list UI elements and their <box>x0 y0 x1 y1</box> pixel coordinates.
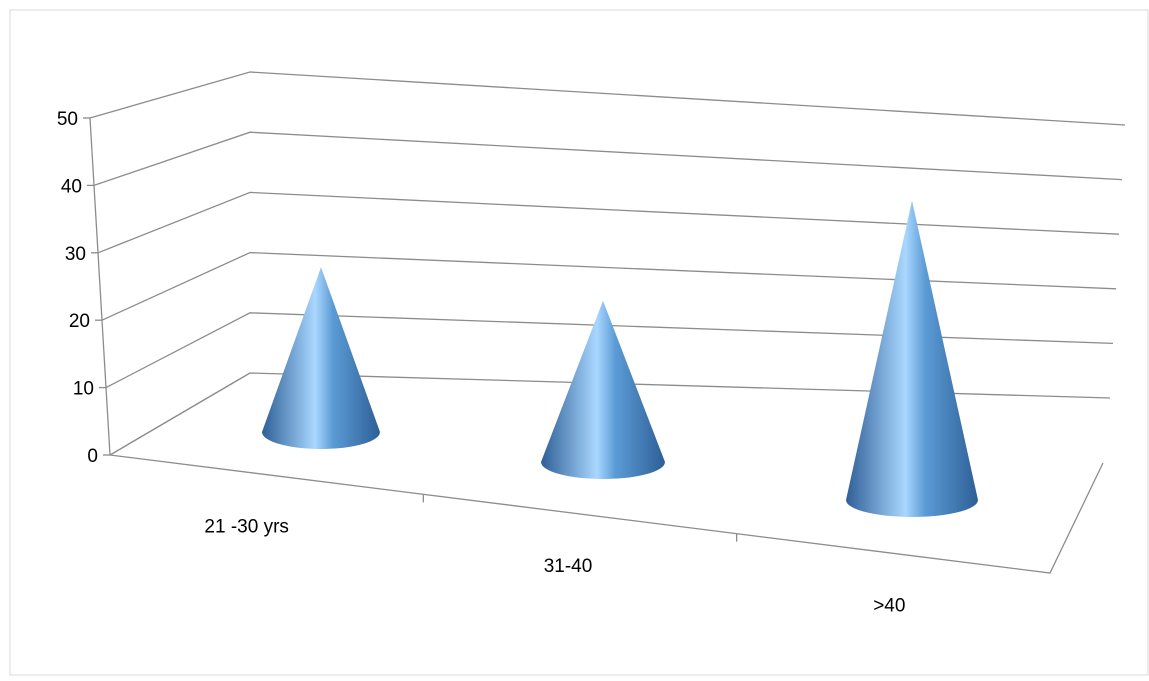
y-tick-label: 50 <box>57 109 78 130</box>
gridlines <box>89 71 1126 456</box>
cone-bar <box>541 300 665 479</box>
y-tick-label: 10 <box>73 379 94 400</box>
cone-bar <box>262 267 380 449</box>
x-category-label: 31-40 <box>544 556 593 577</box>
floor-left-edge <box>109 372 251 456</box>
cones <box>262 200 978 518</box>
y-tick-label: 20 <box>69 311 90 332</box>
chart-border <box>9 9 1149 676</box>
y-tick-label: 40 <box>61 176 82 197</box>
cone-body <box>262 267 380 449</box>
gridline <box>93 131 1123 187</box>
cone-body <box>541 300 665 479</box>
gridline <box>89 71 1126 126</box>
gridline <box>97 191 1120 254</box>
x-category-label: >40 <box>873 595 905 616</box>
gridline <box>105 312 1114 389</box>
cone-body <box>846 200 978 518</box>
cone-bar <box>846 200 978 518</box>
y-tick-label: 30 <box>65 244 86 265</box>
y-tick-label: 0 <box>87 446 98 467</box>
x-axis-labels: 21 -30 yrs 31-40 >40 <box>204 494 905 616</box>
gridline <box>101 251 1117 321</box>
x-category-label: 21 -30 yrs <box>204 517 288 538</box>
y-axis-ticks: 0 10 20 30 40 50 <box>57 109 110 467</box>
y-axis-line <box>89 117 111 456</box>
